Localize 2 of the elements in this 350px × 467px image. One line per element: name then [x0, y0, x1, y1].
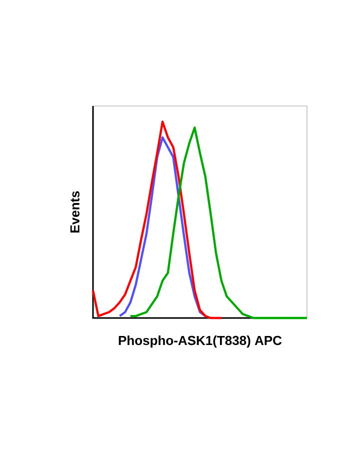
y-axis-title: Events — [70, 191, 80, 232]
x-axis-title: Phospho-ASK1(T838) APC — [118, 336, 282, 348]
